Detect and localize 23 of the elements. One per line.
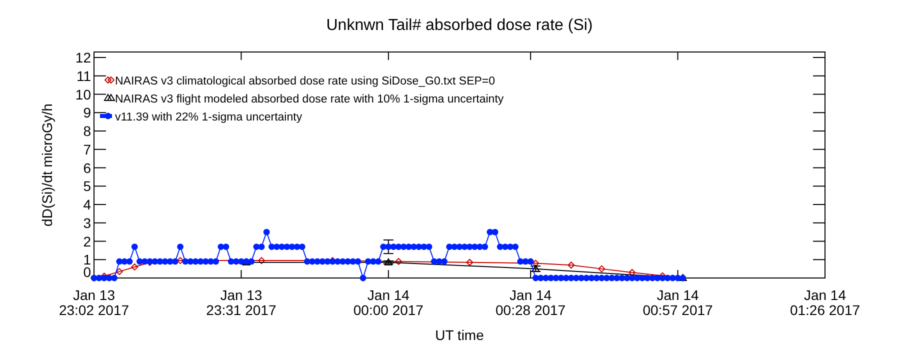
legend-label: NAIRAS v3 flight modeled absorbed dose rate with 10% 1-sigma uncertainty	[115, 94, 504, 106]
x-axis-title: UT time	[435, 327, 484, 343]
x-tick-label: Jan 14 00:00 2017	[353, 287, 424, 318]
x-tick-label: Jan 13 23:02 2017	[58, 287, 130, 318]
legend-label: v11.39 with 22% 1-sigma uncertainty	[115, 112, 302, 124]
y-tick-label: 5	[83, 178, 92, 194]
y-tick-label: 2	[83, 233, 92, 250]
y-tick-label: 8	[83, 123, 92, 140]
y-tick-label: 12	[75, 50, 92, 66]
y-tick-label: 6	[83, 160, 92, 176]
y-tick-label: 3	[83, 214, 92, 231]
chart-title: Unknwn Tail# absorbed dose rate (Si)	[326, 17, 593, 34]
y-tick-label: 9	[83, 104, 92, 121]
x-tick-label: Jan 13 23:31 2017	[206, 287, 276, 318]
y-tick-label: 11	[76, 68, 92, 84]
x-tick-label: Jan 14 01:26 2017	[790, 287, 860, 318]
legend-label: NAIRAS v3 climatological absorbed dose rate using SiDose_G0.txt SEP=0	[115, 76, 496, 88]
y-tick-label: 4	[83, 196, 92, 213]
x-tick-label: Jan 14 00:57 2017	[642, 287, 714, 318]
y-tick-label: 10	[75, 86, 92, 102]
x-tick-label: Jan 14 00:28 2017	[496, 287, 566, 318]
y-tick-label: 7	[83, 141, 92, 158]
y-axis-title: dD(Si)/dt microGy/h	[39, 104, 55, 226]
